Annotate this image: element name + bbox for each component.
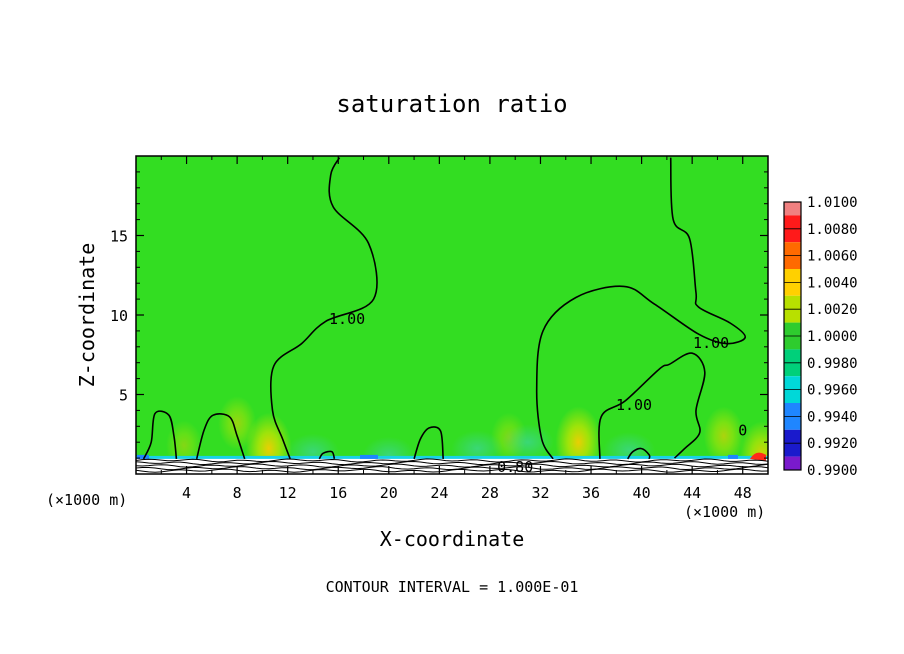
colorbar-swatch-0a — [784, 202, 801, 216]
contour-interval-note: CONTOUR INTERVAL = 1.000E-01 — [326, 578, 579, 596]
colorbar-swatch-9b — [784, 456, 801, 470]
contour-bump-4 — [627, 447, 651, 460]
colorbar-label-3: 1.0040 — [807, 275, 858, 291]
y-tick-label-5: 5 — [119, 387, 128, 405]
colorbar-swatch-3a — [784, 282, 801, 296]
colorbar-label-10: 0.9900 — [807, 463, 858, 479]
colorbar-label-0: 1.0100 — [807, 195, 858, 211]
plume-shade-2 — [703, 406, 744, 466]
colorbar-swatch-5a — [784, 336, 801, 350]
x-tick-label-4: 4 — [182, 484, 191, 502]
contour-right-plume — [535, 157, 746, 460]
x-tick-label-12: 12 — [279, 484, 297, 502]
surface-contour-2 — [136, 463, 768, 468]
x-tick-label-32: 32 — [531, 484, 549, 502]
colorbar-swatch-2a — [784, 255, 801, 269]
x-tick-label-36: 36 — [582, 484, 600, 502]
colorbar-swatch-6a — [784, 362, 801, 377]
colorbar-swatch-6b — [784, 376, 801, 390]
colorbar-swatch-3b — [784, 295, 801, 310]
surface-cyan-band — [136, 455, 768, 460]
contour-bump-5 — [318, 450, 336, 460]
colorbar-swatch-4a — [784, 309, 801, 323]
surface-blue-patch-0 — [137, 454, 149, 459]
contour-label-3: 0 — [738, 421, 747, 439]
y-tick-label-15: 15 — [110, 228, 128, 246]
colorbar-swatch-8b — [784, 429, 801, 444]
contour-bump-3 — [413, 426, 444, 460]
contour-bump-1 — [142, 410, 178, 460]
contour-label-2: 1.00 — [616, 396, 652, 414]
surface-contour-1 — [136, 460, 768, 466]
colorbar-swatch-7a — [784, 389, 801, 403]
contour-label-1: 1.00 — [693, 334, 729, 352]
contour-bump-2 — [195, 413, 246, 460]
colorbar-label-9: 0.9920 — [807, 436, 858, 452]
colorbar-swatch-1a — [784, 228, 801, 243]
colorbar-swatch-8a — [784, 416, 801, 430]
contour-label-4: 0.80 — [497, 458, 533, 476]
plume-shade-3 — [218, 396, 257, 451]
contour-mid-plume — [598, 352, 706, 459]
x-unit-right: (×1000 m) — [684, 503, 765, 521]
colorbar-swatch-2b — [784, 269, 801, 283]
colorbar-label-6: 0.9980 — [807, 356, 858, 372]
surface-blue-patch-1 — [360, 454, 378, 459]
y-tick-label-10: 10 — [110, 307, 128, 325]
surface-contour-0 — [136, 458, 768, 463]
colorbar-label-7: 0.9960 — [807, 383, 858, 399]
colorbar-swatch-4b — [784, 322, 801, 336]
x-tick-label-8: 8 — [233, 484, 242, 502]
moist-shade-2 — [501, 424, 554, 461]
surface-contour-4 — [136, 468, 768, 473]
x-tick-label-20: 20 — [380, 484, 398, 502]
chart-title: saturation ratio — [336, 90, 567, 118]
surface-blue-patch-2 — [728, 454, 738, 459]
colorbar: 1.0100 1.0080 1.0060 1.0040 1.0020 1.0000 0.99… — [783, 195, 858, 479]
colorbar-label-1: 1.0080 — [807, 222, 858, 238]
contour-left-plume — [269, 157, 378, 460]
x-tick-label-28: 28 — [481, 484, 499, 502]
x-tick-label-24: 24 — [430, 484, 448, 502]
colorbar-label-4: 1.0020 — [807, 302, 858, 318]
surface-red-patch — [750, 452, 766, 461]
colorbar-label-2: 1.0060 — [807, 249, 858, 265]
x-tick-label-48: 48 — [734, 484, 752, 502]
colorbar-swatch-7b — [784, 403, 801, 417]
plot-area: 1.001.001.0000.80 4 8 12 16 20 24 28 32 36 40 44 48… — [110, 155, 769, 502]
colorbar-swatch-0b — [784, 215, 801, 229]
y-axis-label: Z-coordinate — [75, 243, 99, 388]
colorbar-swatch-5b — [784, 349, 801, 363]
colorbar-swatch-9a — [784, 443, 801, 457]
colorbar-label-8: 0.9940 — [807, 409, 858, 425]
x-axis-label: X-coordinate — [380, 527, 525, 551]
x-tick-label-16: 16 — [329, 484, 347, 502]
colorbar-swatch-1b — [784, 242, 801, 256]
x-tick-label-44: 44 — [683, 484, 701, 502]
colorbar-label-5: 1.0000 — [807, 329, 858, 345]
x-tick-label-40: 40 — [633, 484, 651, 502]
contour-label-0: 1.00 — [329, 310, 365, 328]
x-unit-left: (×1000 m) — [46, 491, 127, 509]
